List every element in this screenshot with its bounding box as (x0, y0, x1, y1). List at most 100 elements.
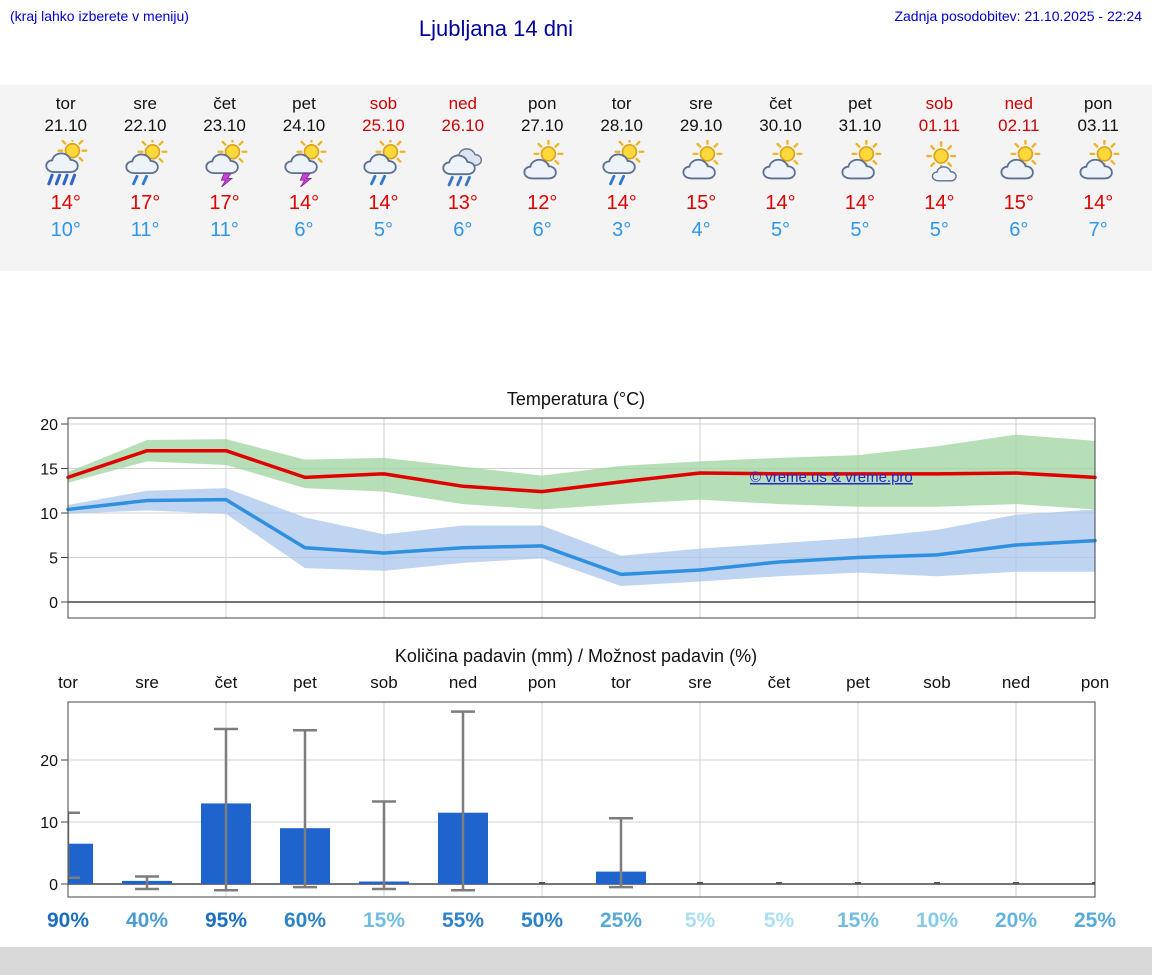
temp-high: 14° (582, 189, 661, 217)
day-name: sre (661, 93, 740, 115)
precip-day-label: tor (58, 673, 78, 692)
precip-probability: 10% (916, 909, 958, 932)
y-tick-label: 10 (40, 815, 58, 832)
precip-zero-mark (855, 882, 861, 884)
forecast-day[interactable]: tor28.1014°3° (582, 93, 661, 271)
temp-high: 17° (105, 189, 184, 217)
temp-low: 6° (503, 217, 582, 243)
temperature-chart-title: Temperatura (°C) (0, 389, 1152, 410)
sun-cloud-icon (912, 140, 966, 187)
weather-page: (kraj lahko izberete v meniju) Ljubljana… (0, 0, 1152, 975)
day-date: 25.10 (344, 115, 423, 137)
day-name: tor (26, 93, 105, 115)
day-date: 23.10 (185, 115, 264, 137)
temp-low: 6° (979, 217, 1058, 243)
precip-day-label: sre (688, 673, 712, 692)
forecast-day[interactable]: sob25.1014°5° (344, 93, 423, 271)
forecast-day[interactable]: ned02.11 15°6° (979, 93, 1058, 271)
temp-high: 12° (503, 189, 582, 217)
day-name: ned (979, 93, 1058, 115)
temp-high: 14° (741, 189, 820, 217)
precip-probability: 15% (363, 909, 405, 932)
sun-clouds-icon (515, 140, 569, 187)
day-date: 31.10 (820, 115, 899, 137)
temp-low: 6° (423, 217, 502, 243)
watermark-link[interactable]: © vreme.us & vreme.pro (750, 469, 913, 486)
precip-day-label: pet (293, 673, 317, 692)
day-date: 29.10 (661, 115, 740, 137)
precip-probability: 95% (205, 909, 247, 932)
forecast-day[interactable]: sre29.1015°4° (661, 93, 740, 271)
day-name: sob (900, 93, 979, 115)
sun-cloud-heavy-rain-icon (39, 140, 93, 187)
precip-zero-mark (776, 882, 782, 884)
precip-probability: 60% (284, 909, 326, 932)
forecast-day[interactable]: čet30.1014°5° (741, 93, 820, 271)
precip-probability: 5% (764, 909, 795, 932)
temp-low: 10° (26, 217, 105, 243)
day-name: pet (264, 93, 343, 115)
precip-day-label: sre (135, 673, 159, 692)
temp-high: 17° (185, 189, 264, 217)
forecast-day[interactable]: tor21.1014°10° (26, 93, 105, 271)
sun-cloud-rain-icon (356, 140, 410, 187)
precip-probability: 5% (685, 909, 716, 932)
precip-probability: 55% (442, 909, 484, 932)
day-name: sob (344, 93, 423, 115)
sun-cloud-thunder-icon (198, 140, 252, 187)
day-date: 02.11 (979, 115, 1058, 137)
temp-low: 5° (900, 217, 979, 243)
temp-low: 7° (1058, 217, 1137, 243)
forecast-day[interactable]: pet24.1014°6° (264, 93, 343, 271)
temp-low: 5° (741, 217, 820, 243)
sun-cloud-rain-icon (118, 140, 172, 187)
temp-high: 14° (820, 189, 899, 217)
temp-low: 11° (105, 217, 184, 243)
temp-low: 3° (582, 217, 661, 243)
forecast-day[interactable]: pon27.1012°6° (503, 93, 582, 271)
forecast-day[interactable]: ned26.1013°6° (423, 93, 502, 271)
day-name: sre (105, 93, 184, 115)
forecast-day[interactable]: sre22.10 17°11° (105, 93, 184, 271)
day-name: čet (741, 93, 820, 115)
day-name: ned (423, 93, 502, 115)
precip-probability: 15% (837, 909, 879, 932)
temp-high: 14° (26, 189, 105, 217)
temp-low: 11° (185, 217, 264, 243)
day-date: 26.10 (423, 115, 502, 137)
y-tick-label: 0 (49, 595, 58, 612)
day-date: 28.10 (582, 115, 661, 137)
temp-high: 14° (1058, 189, 1137, 217)
sun-clouds-icon (1071, 140, 1125, 187)
forecast-day[interactable]: pet31.1014°5° (820, 93, 899, 271)
footer-bar (0, 947, 1152, 975)
day-name: čet (185, 93, 264, 115)
y-tick-label: 15 (40, 462, 58, 479)
forecast-day[interactable]: sob01.1114°5° (900, 93, 979, 271)
y-tick-label: 20 (40, 417, 58, 434)
precip-day-label: čet (768, 673, 791, 692)
temp-high: 15° (661, 189, 740, 217)
precip-probability: 90% (47, 909, 89, 932)
temperature-chart: 05101520© vreme.us & vreme.pro (0, 412, 1152, 624)
temp-low: 5° (344, 217, 423, 243)
precipitation-chart-title: Količina padavin (mm) / Možnost padavin … (0, 646, 1152, 667)
forecast-day[interactable]: pon03.1114°7° (1058, 93, 1137, 271)
precip-probability: 40% (126, 909, 168, 932)
precip-day-label: pet (846, 673, 870, 692)
last-updated: Zadnja posodobitev: 21.10.2025 - 22:24 (894, 8, 1142, 24)
day-date: 22.10 (105, 115, 184, 137)
precip-day-label: tor (611, 673, 631, 692)
sun-clouds-icon (674, 140, 728, 187)
sun-clouds-icon (754, 140, 808, 187)
page-title: Ljubljana 14 dni (0, 16, 992, 42)
y-tick-label: 5 (49, 551, 58, 568)
y-tick-label: 20 (40, 753, 58, 770)
forecast-day[interactable]: čet23.10 17°11° (185, 93, 264, 271)
precip-day-label: sob (923, 673, 950, 692)
day-name: pon (1058, 93, 1137, 115)
temp-high: 15° (979, 189, 1058, 217)
y-tick-label: 0 (49, 877, 58, 894)
forecast-strip: tor21.1014°10°sre22.1017°11°čet23.1017°1… (0, 85, 1152, 271)
clouds-rain-icon (436, 140, 490, 187)
